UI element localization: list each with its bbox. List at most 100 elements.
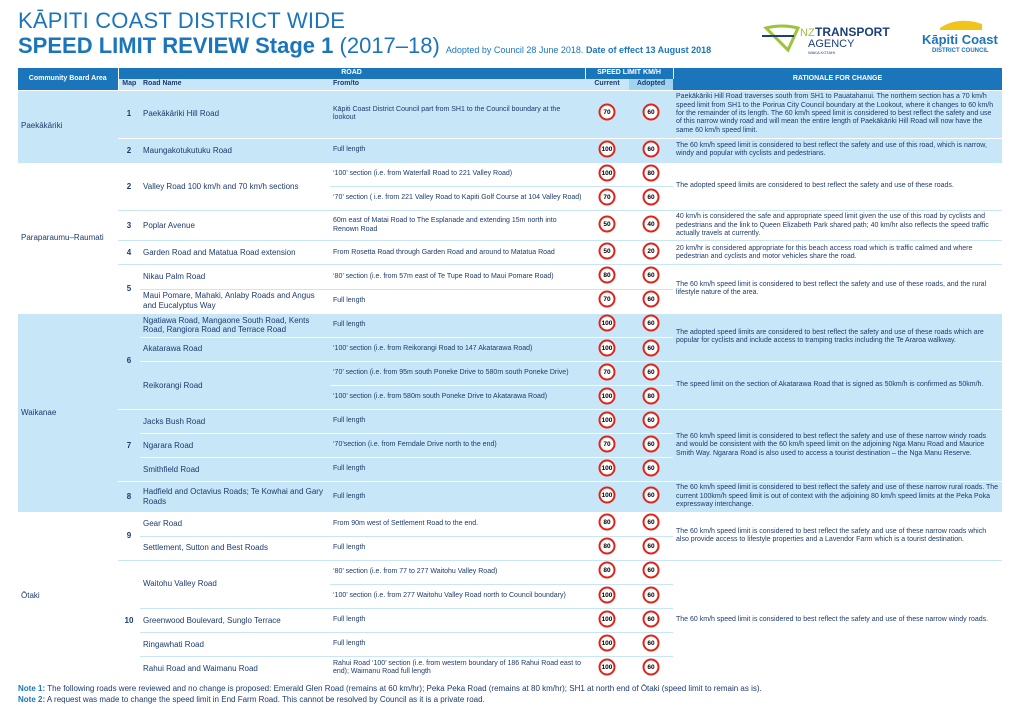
speed-sign: 80 <box>598 537 616 555</box>
current-limit: 70 <box>585 288 630 314</box>
current-limit: 50 <box>585 240 630 265</box>
speed-sign: 70 <box>598 103 616 121</box>
sign-value: 60 <box>647 520 655 527</box>
map-number: 6 <box>118 312 140 410</box>
adopted-limit: 60 <box>629 360 674 386</box>
speed-sign: 80 <box>642 387 660 405</box>
sign-ring <box>598 242 616 260</box>
sign-ring <box>642 363 660 381</box>
current-limit: 100 <box>585 481 630 512</box>
sign-ring <box>598 411 616 429</box>
adopted-limit: 60 <box>629 481 674 512</box>
from-to-header: From/to <box>330 79 586 90</box>
current-limit: 100 <box>585 457 630 482</box>
map-number: 8 <box>118 481 140 512</box>
sign-value: 60 <box>647 297 655 304</box>
sign-value: 100 <box>602 321 613 328</box>
speed-sign: 60 <box>642 459 660 477</box>
sign-value: 100 <box>602 664 613 671</box>
adopted-limit: 60 <box>629 607 674 633</box>
sign-ring <box>642 634 660 652</box>
road-name: Ngatiawa Road, Mangaone South Road, Kent… <box>140 312 330 338</box>
map-number: 4 <box>118 240 140 265</box>
from-to: ‘100’ section (i.e. from 277 Waitohu Val… <box>330 583 586 609</box>
road-name: Waitohu Valley Road <box>140 559 330 609</box>
adopted-limit: 60 <box>629 457 674 482</box>
area-name: Paraparaumu–Raumati <box>18 161 118 314</box>
adopted-limit: 40 <box>629 210 674 241</box>
sign-value: 60 <box>647 544 655 551</box>
note-text: The following roads were reviewed and no… <box>47 684 762 693</box>
adopted-limit: 20 <box>629 240 674 265</box>
sign-value: 80 <box>603 273 611 280</box>
table-row: 4 Garden Road and Matatua Road extension F… <box>18 240 1003 265</box>
speed-sign: 60 <box>642 266 660 284</box>
speed-header: SPEED LIMIT KM/H <box>585 68 674 79</box>
speed-sign: 60 <box>642 537 660 555</box>
sign-ring <box>642 188 660 206</box>
from-to: Full length <box>330 408 586 434</box>
speed-sign: 100 <box>598 459 616 477</box>
from-to: ‘100’ section (i.e. from 580m south Pone… <box>330 384 586 410</box>
sign-ring <box>642 435 660 453</box>
speed-sign: 60 <box>642 561 660 579</box>
sign-ring <box>598 314 616 332</box>
sign-ring <box>598 103 616 121</box>
current-limit: 100 <box>585 408 630 434</box>
note-label: Note 2: <box>18 694 46 704</box>
from-to: Full length <box>330 137 586 163</box>
adopted-limit: 60 <box>629 89 674 139</box>
current-limit: 80 <box>585 559 630 585</box>
from-to: From Rosetta Road through Garden Road an… <box>330 240 586 265</box>
speed-sign: 70 <box>598 188 616 206</box>
adopted-limit: 60 <box>629 511 674 537</box>
title-main: SPEED LIMIT REVIEW Stage 1 <box>18 33 334 58</box>
sign-value: 100 <box>602 146 613 153</box>
nzta-agency: AGENCY <box>808 38 855 50</box>
current-limit: 70 <box>585 432 630 458</box>
adopted-limit: 60 <box>629 432 674 458</box>
road-name: Ringawhati Road <box>140 631 330 657</box>
rationale-header: RATIONALE FOR CHANGE <box>673 68 1003 90</box>
speed-sign: 60 <box>642 435 660 453</box>
from-to: 60m east of Matai Road to The Esplanade … <box>330 210 586 241</box>
road-name: Smithfield Road <box>140 457 330 482</box>
current-limit: 100 <box>585 312 630 338</box>
sign-ring <box>598 339 616 357</box>
map-number: 1 <box>118 89 140 139</box>
road-name: Settlement, Sutton and Best Roads <box>140 535 330 561</box>
speed-table: Community Board Area ROAD SPEED LIMIT KM… <box>18 68 1003 680</box>
map-number: 10 <box>118 559 140 680</box>
speed-sign: 100 <box>598 140 616 158</box>
rationale: The adopted speed limits are considered … <box>673 312 1003 362</box>
sign-ring <box>642 339 660 357</box>
speed-sign: 70 <box>598 363 616 381</box>
sign-value: 60 <box>647 616 655 623</box>
from-to: ‘70’section (i.e. from Ferndale Drive no… <box>330 432 586 458</box>
subtitle: Adopted by Council 28 June 2018. Date of… <box>446 45 711 55</box>
speed-sign: 60 <box>642 363 660 381</box>
current-limit: 100 <box>585 631 630 657</box>
road-name: Garden Road and Matatua Road extension <box>140 240 330 265</box>
speed-sign: 20 <box>642 242 660 260</box>
area-name: Waikanae <box>18 312 118 512</box>
sign-value: 60 <box>647 110 655 117</box>
speed-sign: 70 <box>598 435 616 453</box>
sign-ring <box>598 188 616 206</box>
sign-ring <box>598 537 616 555</box>
adopted-header: Adopted <box>629 79 674 90</box>
speed-sign: 60 <box>642 339 660 357</box>
speed-sign: 60 <box>642 586 660 604</box>
from-to: ‘80’ section (i.e. from 57m east of Te T… <box>330 264 586 290</box>
sign-ring <box>642 586 660 604</box>
current-limit: 100 <box>585 655 630 680</box>
rationale: 20 km/hr is considered appropriate for t… <box>673 240 1003 265</box>
sign-value: 70 <box>603 441 611 448</box>
adopted-limit: 60 <box>629 583 674 609</box>
rationale: The 60 km/h speed limit is considered to… <box>673 264 1003 314</box>
sign-ring <box>642 513 660 531</box>
table-row: 3 Poplar Avenue 60m east of Matai Road to … <box>18 210 1003 241</box>
sign-value: 100 <box>602 592 613 599</box>
table-body: Paekākāriki 1 Paekākāriki Hill Road Kāpiti … <box>18 89 1003 680</box>
